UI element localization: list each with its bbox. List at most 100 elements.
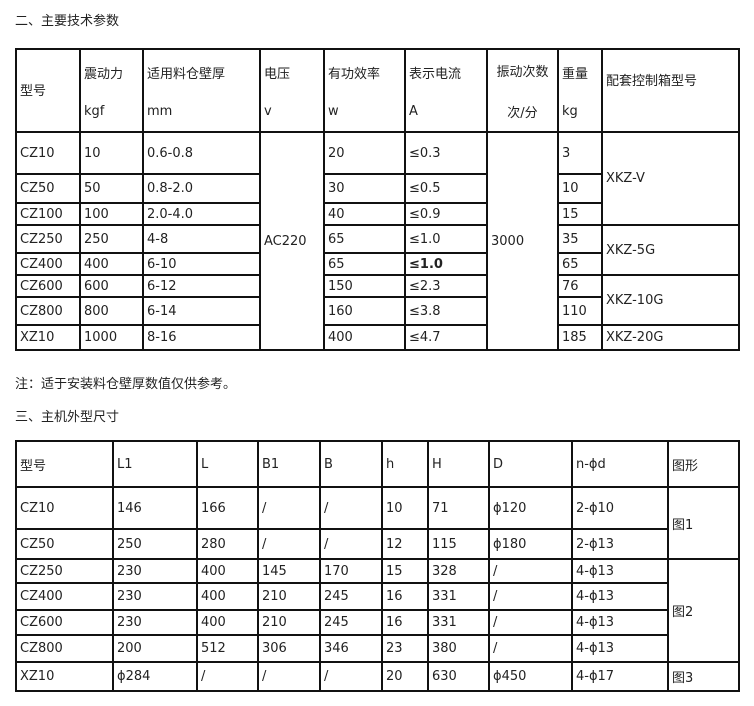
header-label: 振动次数 bbox=[496, 64, 549, 80]
cell: 10 bbox=[381, 486, 429, 530]
weight-cell: 185 bbox=[557, 324, 603, 351]
cell: / bbox=[488, 609, 573, 636]
force-cell: 50 bbox=[79, 173, 144, 204]
cell: ϕ180 bbox=[488, 528, 573, 560]
control-box-cell: XKZ-20G bbox=[601, 324, 740, 351]
table-row: XZ10 ϕ284///20 630 ϕ450 4-ϕ17 图3 bbox=[15, 661, 740, 692]
cell: / bbox=[319, 486, 383, 530]
current-cell: ≤2.3 bbox=[404, 274, 488, 298]
header-label: 有功效率 bbox=[328, 66, 381, 82]
tech-params-table: 型号 震动力 kgf 适用料仓壁厚 mm 电压 v 有功效率 w 表示电流 A 振动次数 次/分 重量 kg… bbox=[15, 48, 740, 351]
header-unit: kgf bbox=[84, 103, 105, 119]
force-cell: 600 bbox=[79, 274, 144, 298]
cell: CZ250 bbox=[15, 558, 114, 584]
cell: 115 bbox=[427, 528, 490, 560]
header-unit: A bbox=[409, 103, 418, 119]
cell: 245 bbox=[319, 582, 383, 611]
table-row: CZ600 600 6-12 150 ≤2.3 76 XKZ-10G bbox=[15, 274, 740, 326]
header-label: 适用料仓壁厚 bbox=[147, 66, 226, 82]
thickness-cell: 6-10 bbox=[142, 252, 261, 276]
current-cell: ≤4.7 bbox=[404, 324, 488, 351]
cell: / bbox=[488, 582, 573, 611]
control-box-cell: XKZ-5G bbox=[601, 224, 740, 276]
power-cell: 20 bbox=[323, 131, 406, 175]
cell: 4-ϕ13 bbox=[571, 582, 669, 611]
section-2-title: 二、主要技术参数 bbox=[15, 14, 120, 29]
cell: 200 bbox=[112, 634, 198, 663]
cell: 346 bbox=[319, 634, 383, 663]
cell: 512 bbox=[196, 634, 259, 663]
model-cell: CZ250 bbox=[15, 224, 81, 254]
cell: 331 bbox=[427, 582, 490, 611]
header-cell: 有功效率 w bbox=[323, 48, 406, 133]
table-row: CZ400 230 400 210 245 16 331/4-ϕ13 bbox=[15, 582, 739, 611]
model-cell: CZ50 bbox=[15, 173, 81, 204]
cell: CZ400 bbox=[15, 582, 114, 611]
cell: 2-ϕ10 bbox=[571, 486, 669, 530]
thickness-cell: 0.6-0.8 bbox=[142, 131, 261, 175]
table-row: CZ50 250 280//12 115 ϕ180 2-ϕ13 bbox=[15, 528, 739, 560]
header-cell: 图形 bbox=[667, 440, 740, 488]
table-row: CZ600 230 400 210 245 16 331/4-ϕ13 bbox=[15, 609, 739, 636]
table-row: CZ10 10 0.6-0.8 AC220 20 ≤0.3 3000 3 XKZ-V bbox=[15, 131, 740, 351]
cell: 146 bbox=[112, 486, 198, 530]
force-cell: 800 bbox=[79, 296, 144, 326]
cell: 210 bbox=[257, 582, 321, 611]
power-cell: 30 bbox=[323, 173, 406, 204]
power-cell: 65 bbox=[323, 224, 406, 254]
cell: 250 bbox=[112, 528, 198, 560]
cell: 145 bbox=[257, 558, 321, 584]
table-row: CZ50 50 0.8-2.0 30 ≤0.5 10 bbox=[15, 173, 739, 204]
power-cell: 40 bbox=[323, 202, 406, 226]
table-row: CZ400 400 6-10 65 ≤1.0 65 bbox=[15, 252, 739, 276]
header-cell: 重量 kg bbox=[557, 48, 603, 133]
cell: 2-ϕ13 bbox=[571, 528, 669, 560]
cell: CZ600 bbox=[15, 609, 114, 636]
weight-cell: 3 bbox=[557, 131, 603, 175]
cell: / bbox=[257, 528, 321, 560]
cell: 328 bbox=[427, 558, 490, 584]
header-unit: w bbox=[328, 103, 339, 119]
header-unit: v bbox=[264, 103, 272, 119]
header-label: 型号 bbox=[20, 84, 47, 99]
cell: 400 bbox=[196, 609, 259, 636]
table-row: CZ10 146 166//10 71 ϕ120 2-ϕ10 图1 bbox=[15, 486, 740, 560]
cell: XZ10 bbox=[15, 661, 114, 692]
header-cell: 表示电流 A bbox=[404, 48, 488, 133]
cell: 630 bbox=[427, 661, 490, 692]
note: 注：适于安装料仓壁厚数值仅供参考。 bbox=[15, 377, 237, 392]
cell: ϕ284 bbox=[112, 661, 198, 692]
header-cell: L1 bbox=[112, 440, 198, 488]
power-cell: 400 bbox=[323, 324, 406, 351]
header-cell: H bbox=[427, 440, 490, 488]
header-unit: mm bbox=[147, 103, 173, 119]
cell: 245 bbox=[319, 609, 383, 636]
model-cell: CZ600 bbox=[15, 274, 81, 298]
current-cell: ≤0.9 bbox=[404, 202, 488, 226]
header-cell: 电压 v bbox=[259, 48, 325, 133]
header-unit: 次/分 bbox=[507, 105, 538, 121]
cell: 12 bbox=[381, 528, 429, 560]
cell: 306 bbox=[257, 634, 321, 663]
cell: 71 bbox=[427, 486, 490, 530]
cell: 4-ϕ13 bbox=[571, 634, 669, 663]
current-cell: ≤0.3 bbox=[404, 131, 488, 175]
header-label: 电压 bbox=[264, 66, 291, 82]
header-cell: 适用料仓壁厚 mm bbox=[142, 48, 261, 133]
weight-cell: 76 bbox=[557, 274, 603, 298]
thickness-cell: 0.8-2.0 bbox=[142, 173, 261, 204]
table-row: CZ250 230 400 145 170 15 328/4-ϕ13 图2 bbox=[15, 558, 740, 663]
figure-cell: 图2 bbox=[667, 558, 740, 663]
header-cell: 振动次数次/分 bbox=[486, 48, 559, 133]
model-cell: XZ10 bbox=[15, 324, 81, 351]
figure-cell: 图3 bbox=[667, 661, 740, 692]
cell: 16 bbox=[381, 582, 429, 611]
cell: / bbox=[488, 558, 573, 584]
force-cell: 10 bbox=[79, 131, 144, 175]
header-label: 表示电流 bbox=[409, 66, 462, 82]
header-cell: 震动力 kgf bbox=[79, 48, 144, 133]
cell: 280 bbox=[196, 528, 259, 560]
force-cell: 250 bbox=[79, 224, 144, 254]
